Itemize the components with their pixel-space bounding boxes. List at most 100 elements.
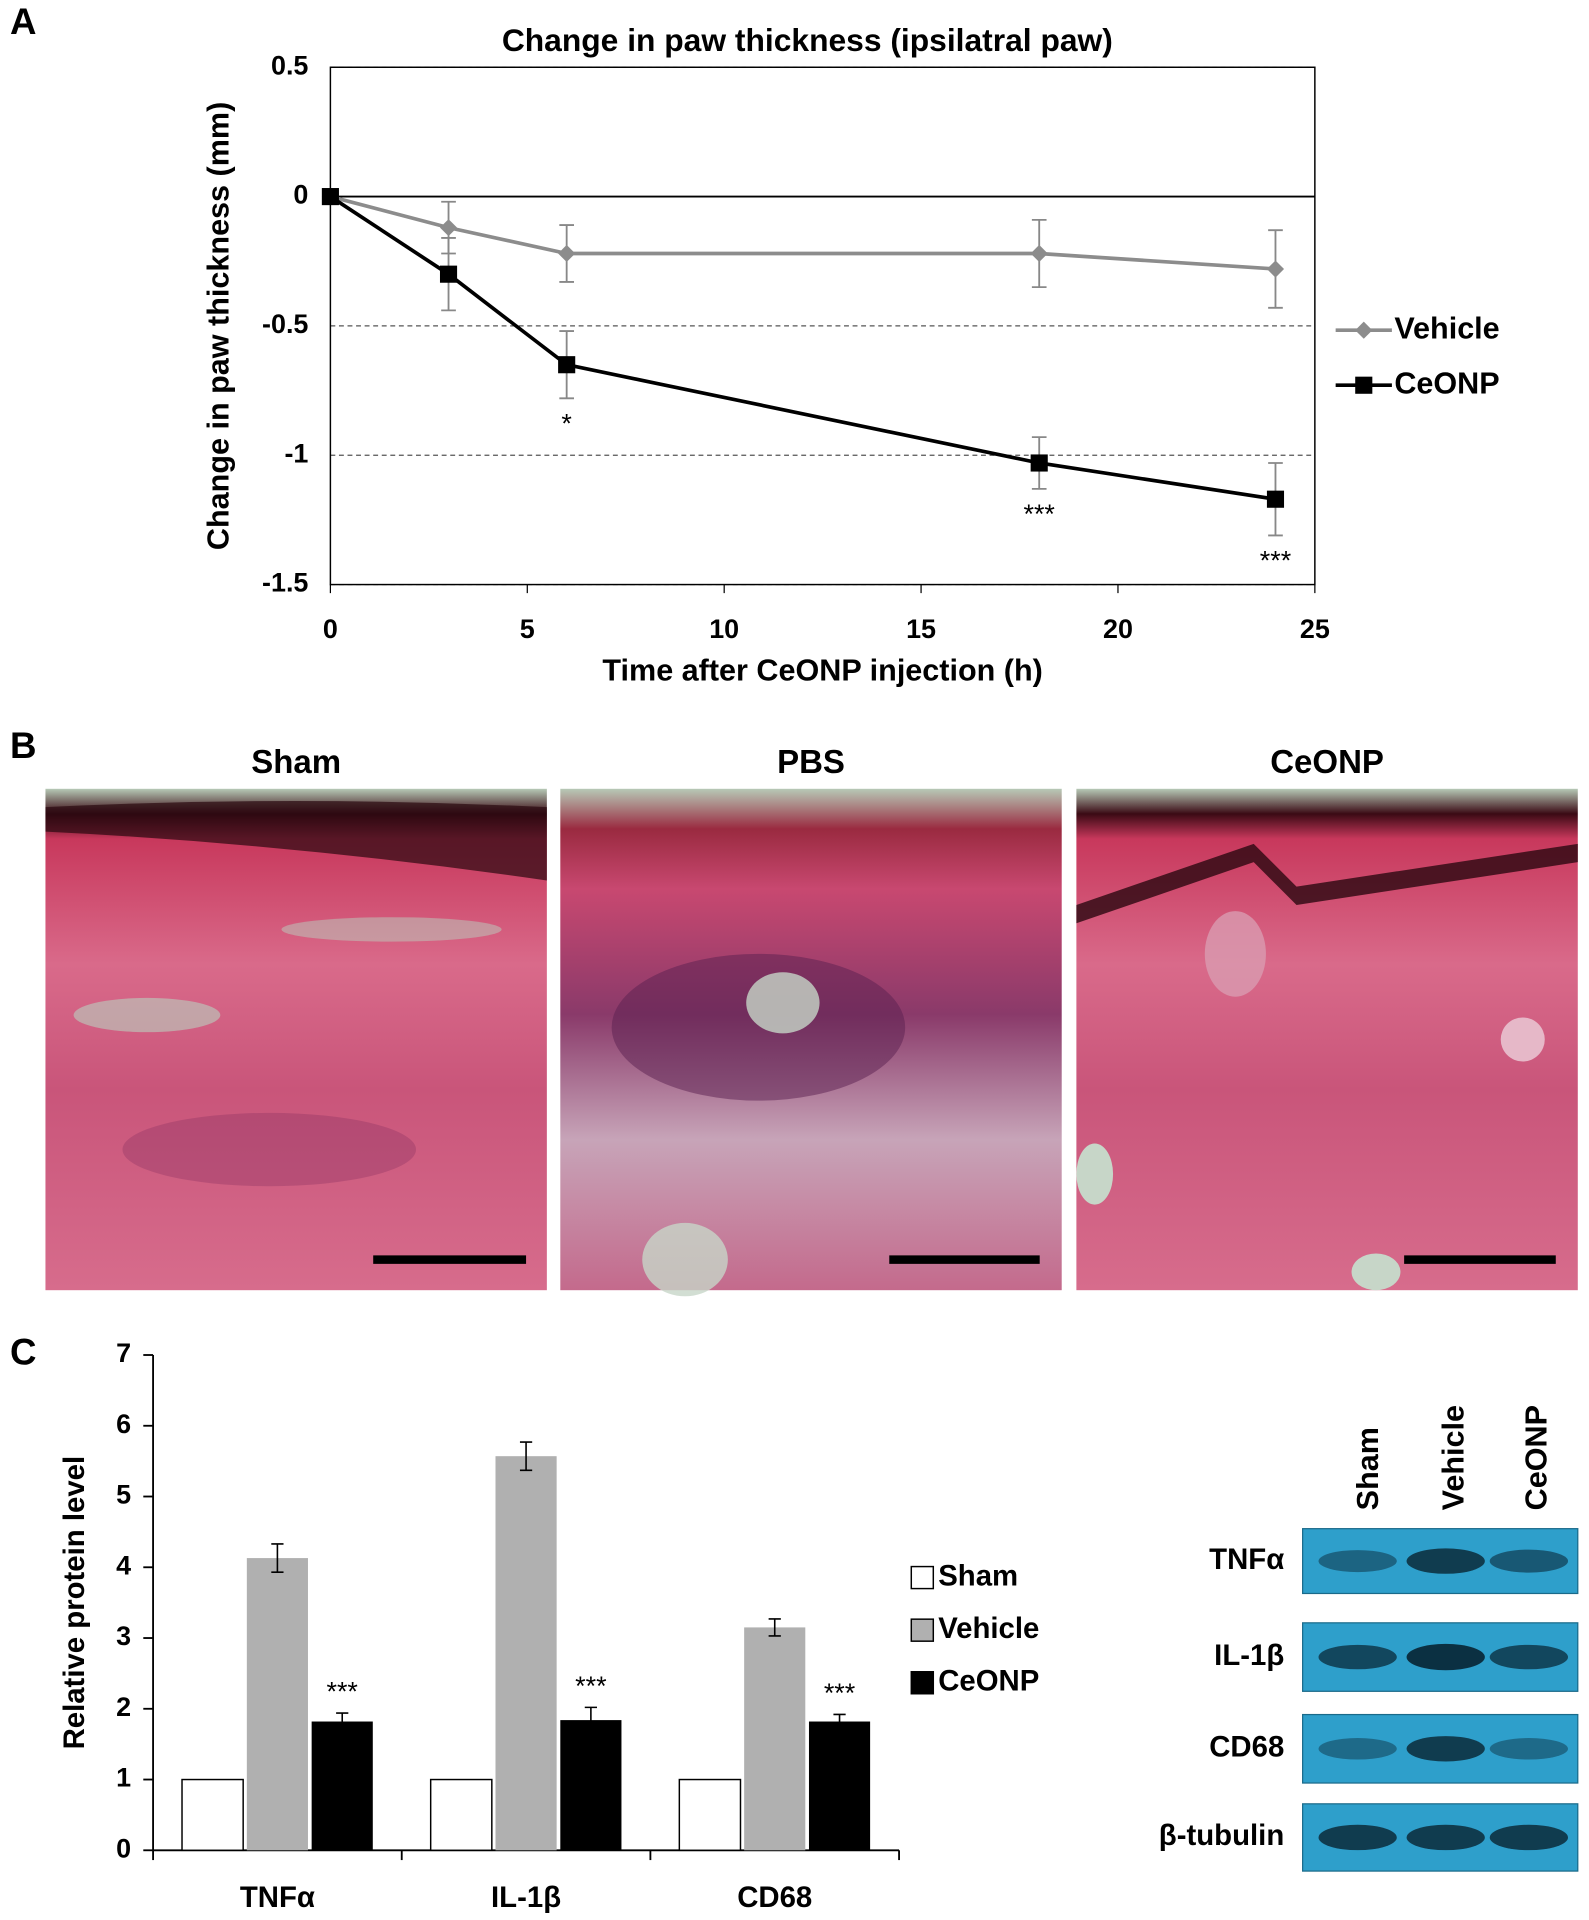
y-axis-label: Change in paw thickness (mm) (201, 102, 235, 550)
significance-label: *** (824, 1678, 856, 1708)
significance-label: *** (575, 1671, 607, 1701)
plots: Change in paw thickness (ipsilatral paw)… (58, 22, 1500, 1914)
error-bar (336, 1712, 349, 1731)
y-tick-label: -1 (284, 438, 308, 468)
y-tick-label: 3 (116, 1621, 131, 1651)
x-tick-label: 0 (323, 614, 338, 644)
marker (1030, 244, 1048, 263)
significance-label: * (561, 408, 572, 438)
blot-row-label: β-tubulin (1159, 1819, 1284, 1852)
legend-marker (1355, 376, 1373, 394)
marker (558, 244, 576, 263)
marker (558, 356, 576, 374)
bar (181, 1778, 244, 1852)
marker (1030, 454, 1048, 472)
bar (311, 1721, 373, 1851)
blot-band (1406, 1824, 1485, 1851)
bar (246, 1558, 308, 1851)
chart-title: Change in paw thickness (ipsilatral paw) (502, 22, 1113, 58)
error-bar (271, 1543, 284, 1574)
image-title: PBS (777, 743, 845, 780)
bar (744, 1627, 806, 1851)
plot-frame (329, 66, 1316, 586)
bar (495, 1456, 557, 1851)
blot-band (1489, 1549, 1569, 1573)
significance-label: *** (1024, 499, 1056, 529)
legend-label: CeONP (938, 1665, 1039, 1698)
image-title: CeONP (1270, 743, 1384, 780)
histology-image (45, 788, 547, 1291)
x-tick-label: TNFα (240, 1881, 315, 1914)
y-tick-label: 0.5 (271, 50, 308, 80)
marker (439, 265, 458, 283)
image-title: Sham (251, 743, 341, 780)
legend-swatch (910, 1618, 935, 1642)
significance-label: *** (1260, 545, 1292, 575)
x-tick-label: 25 (1300, 614, 1330, 644)
blot-band (1406, 1736, 1485, 1762)
histology-image (1076, 788, 1578, 1291)
blot-strip (1302, 1713, 1579, 1784)
legend-swatch (910, 1565, 935, 1590)
y-tick-label: 6 (116, 1409, 131, 1439)
y-axis-label: Relative protein level (58, 1456, 91, 1750)
x-tick-label: CD68 (737, 1881, 812, 1914)
legend-marker (1355, 321, 1373, 339)
blot-band (1318, 1644, 1397, 1670)
blot-row-label: CD68 (1209, 1731, 1284, 1764)
y-tick-label: 4 (116, 1550, 131, 1580)
series-line (329, 194, 1276, 271)
bar (429, 1778, 493, 1852)
blot-row-label: IL-1β (1214, 1639, 1284, 1672)
y-tick-label: -1.5 (262, 568, 308, 598)
x-tick-label: 20 (1103, 614, 1133, 644)
panel-label: A (10, 1, 36, 42)
marker (439, 219, 458, 237)
marker (1266, 490, 1285, 508)
lane-label: Vehicle (1437, 1405, 1471, 1510)
legend-label: CeONP (1394, 366, 1499, 400)
y-tick-label: 2 (116, 1692, 131, 1722)
error-bar (584, 1706, 597, 1734)
x-tick-label: 15 (906, 614, 936, 644)
legend-label: Sham (938, 1559, 1018, 1592)
panel-label: C (10, 1332, 36, 1373)
x-tick-label: 10 (709, 614, 739, 644)
blot-band (1406, 1548, 1485, 1574)
panel-label: B (10, 725, 36, 766)
y-tick-label: 1 (116, 1763, 131, 1793)
blot-band (1318, 1738, 1397, 1760)
blot-band (1318, 1550, 1397, 1573)
y-tick-label: 0 (116, 1833, 131, 1863)
histology-image (560, 788, 1062, 1297)
y-tick-label: -0.5 (262, 309, 308, 339)
blot-band (1318, 1824, 1397, 1851)
x-tick-label: 5 (520, 614, 535, 644)
marker (1266, 260, 1285, 278)
lane-label: CeONP (1520, 1405, 1554, 1510)
error-bar (519, 1441, 533, 1472)
blot-band (1489, 1738, 1569, 1760)
blot-band (1406, 1643, 1485, 1671)
legend-label: Vehicle (938, 1612, 1039, 1645)
y-tick-label: 5 (116, 1480, 131, 1510)
error-bar (833, 1713, 846, 1730)
western-blot: TNFα IL-1β CD68 β-tubulin (1159, 1528, 1579, 1872)
lane-label: Sham (1351, 1427, 1385, 1510)
legend-swatch (910, 1671, 935, 1695)
x-axis-label: Time after CeONP injection (h) (602, 654, 1042, 688)
marker (321, 188, 339, 206)
legend-label: Vehicle (1394, 311, 1499, 345)
bar (808, 1721, 871, 1851)
y-tick-label: 0 (293, 180, 308, 210)
error-bar (768, 1618, 781, 1637)
significance-label: *** (327, 1677, 359, 1707)
x-tick-label: IL-1β (491, 1881, 561, 1914)
blot-band (1489, 1644, 1569, 1670)
blot-band (1489, 1824, 1569, 1851)
y-tick-label: 7 (116, 1338, 131, 1368)
bar (678, 1778, 742, 1852)
blot-row-label: TNFα (1209, 1543, 1284, 1576)
series-line (329, 195, 1276, 502)
